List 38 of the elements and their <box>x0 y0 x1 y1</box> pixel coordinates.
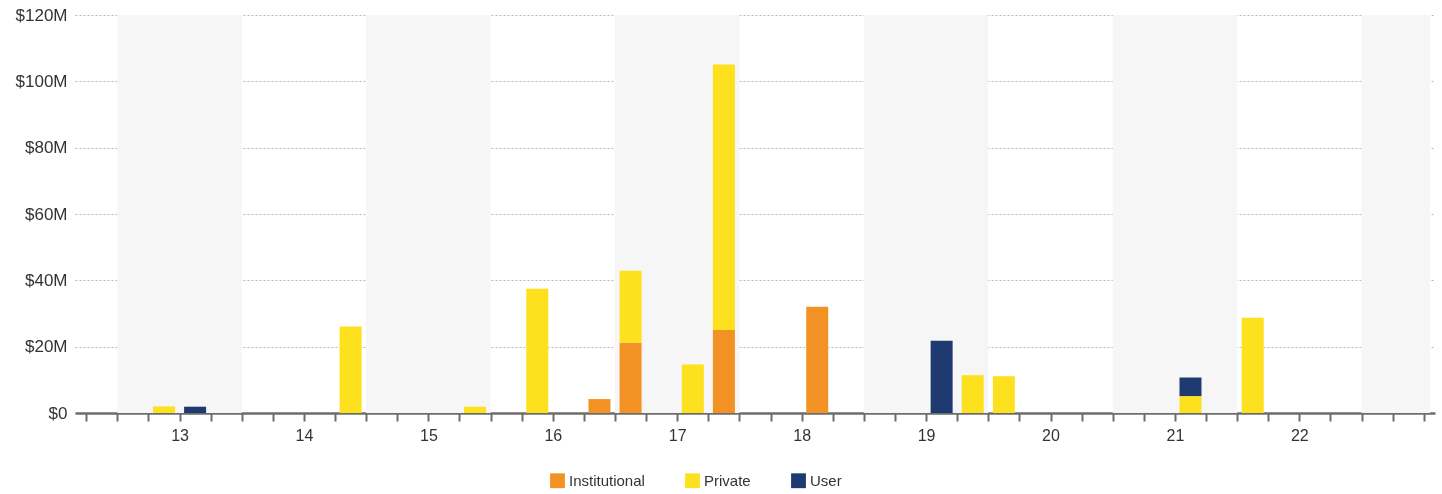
x-tick-label: 19 <box>917 426 936 444</box>
bar <box>619 342 642 413</box>
y-tick-label: $60M <box>24 204 68 224</box>
y-tick-label: $40M <box>24 270 68 290</box>
bar <box>712 330 735 413</box>
bar <box>588 399 611 413</box>
y-tick-label: $120M <box>15 5 68 25</box>
y-tick-label: $0 <box>48 403 68 423</box>
bar <box>152 406 175 413</box>
bar <box>992 376 1015 413</box>
x-tick-label: 15 <box>419 426 438 444</box>
legend-label: User <box>810 471 842 489</box>
x-tick-label: 21 <box>1166 426 1185 444</box>
bar <box>339 326 362 413</box>
x-tick-label: 14 <box>295 426 314 444</box>
bar <box>526 288 549 413</box>
bar <box>1179 377 1202 397</box>
bar <box>712 64 735 331</box>
bar <box>681 364 704 413</box>
y-tick-label: $100M <box>15 71 68 91</box>
bar <box>1179 396 1202 413</box>
bar <box>619 270 642 343</box>
bar <box>806 306 829 413</box>
x-tick-label: 16 <box>544 426 563 444</box>
x-tick-label: 17 <box>668 426 687 444</box>
x-tick-label: 18 <box>793 426 812 444</box>
bar <box>1241 317 1264 413</box>
bar <box>961 375 984 413</box>
bar <box>464 406 487 413</box>
x-tick-label: 13 <box>171 426 190 444</box>
x-tick-label: 22 <box>1290 426 1309 444</box>
legend-label: Institutional <box>569 471 645 489</box>
y-tick-label: $80M <box>24 138 68 158</box>
legend-label: Private <box>704 471 751 489</box>
bar <box>930 340 953 413</box>
bar <box>184 406 207 413</box>
x-tick-label: 20 <box>1042 426 1061 444</box>
y-tick-label: $20M <box>24 337 68 357</box>
